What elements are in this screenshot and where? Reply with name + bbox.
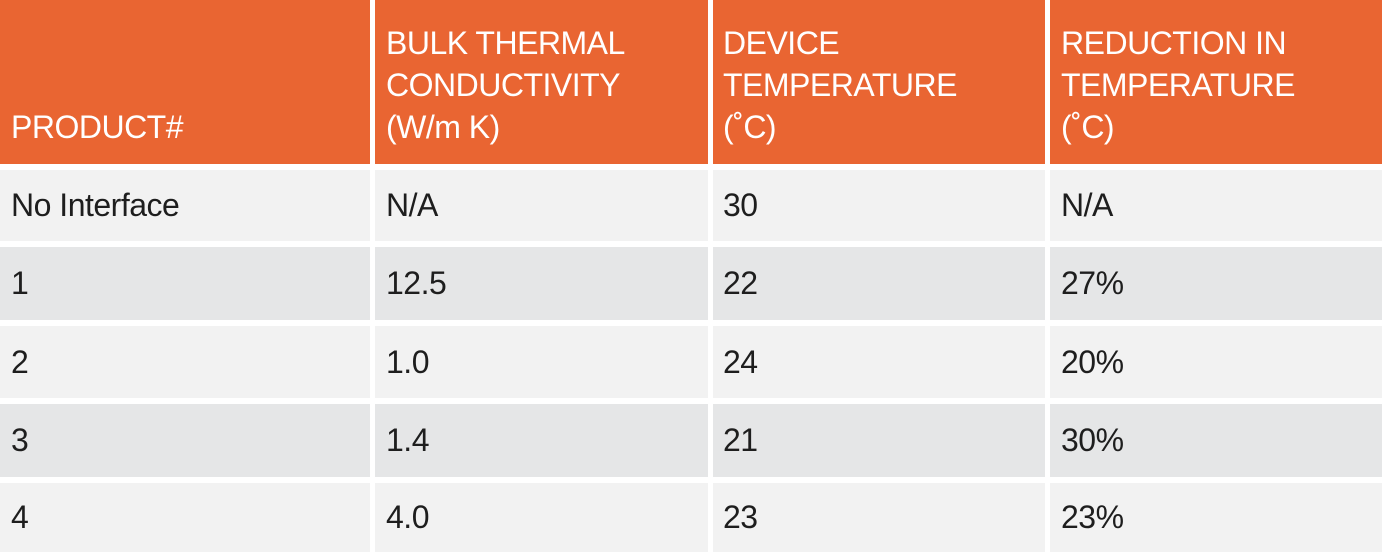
header-conductivity-line-2: CONDUCTIVITY: [386, 67, 621, 103]
table-row: No Interface N/A 30 N/A: [0, 170, 1382, 241]
header-reduction-in-temperature: REDUCTION IN TEMPERATURE (˚C): [1050, 0, 1382, 164]
header-reduction-line-1: REDUCTION IN: [1061, 25, 1287, 61]
table-row: 4 4.0 23 23%: [0, 483, 1382, 552]
cell-device-temperature: 23: [713, 483, 1045, 552]
header-bulk-thermal-conductivity: BULK THERMAL CONDUCTIVITY (W/m K): [375, 0, 708, 164]
cell-device-temperature: 24: [713, 326, 1045, 398]
table-row: 2 1.0 24 20%: [0, 326, 1382, 398]
header-device-temp-line-3: (˚C): [723, 109, 777, 145]
cell-conductivity: 1.0: [375, 326, 708, 398]
cell-reduction: 20%: [1050, 326, 1382, 398]
cell-reduction: N/A: [1050, 170, 1382, 241]
cell-product: No Interface: [0, 170, 370, 241]
cell-conductivity: 4.0: [375, 483, 708, 552]
cell-product: 3: [0, 404, 370, 477]
cell-product: 4: [0, 483, 370, 552]
cell-reduction: 27%: [1050, 247, 1382, 320]
header-reduction-line-2: TEMPERATURE: [1061, 67, 1295, 103]
header-reduction-line-3: (˚C): [1061, 109, 1115, 145]
header-conductivity-line-1: BULK THERMAL: [386, 25, 625, 61]
table-row: 1 12.5 22 27%: [0, 247, 1382, 320]
cell-product: 1: [0, 247, 370, 320]
cell-conductivity: 1.4: [375, 404, 708, 477]
header-conductivity-line-3: (W/m K): [386, 109, 500, 145]
header-device-temperature: DEVICE TEMPERATURE (˚C): [713, 0, 1045, 164]
header-product-line-1: PRODUCT#: [11, 109, 184, 145]
cell-device-temperature: 30: [713, 170, 1045, 241]
header-device-temp-line-1: DEVICE: [723, 25, 840, 61]
table-row: 3 1.4 21 30%: [0, 404, 1382, 477]
table-header-row: PRODUCT# BULK THERMAL CONDUCTIVITY (W/m …: [0, 0, 1382, 164]
cell-product: 2: [0, 326, 370, 398]
cell-device-temperature: 21: [713, 404, 1045, 477]
cell-conductivity: N/A: [375, 170, 708, 241]
header-product: PRODUCT#: [0, 0, 370, 164]
cell-device-temperature: 22: [713, 247, 1045, 320]
cell-reduction: 23%: [1050, 483, 1382, 552]
cell-reduction: 30%: [1050, 404, 1382, 477]
header-device-temp-line-2: TEMPERATURE: [723, 67, 957, 103]
cell-conductivity: 12.5: [375, 247, 708, 320]
